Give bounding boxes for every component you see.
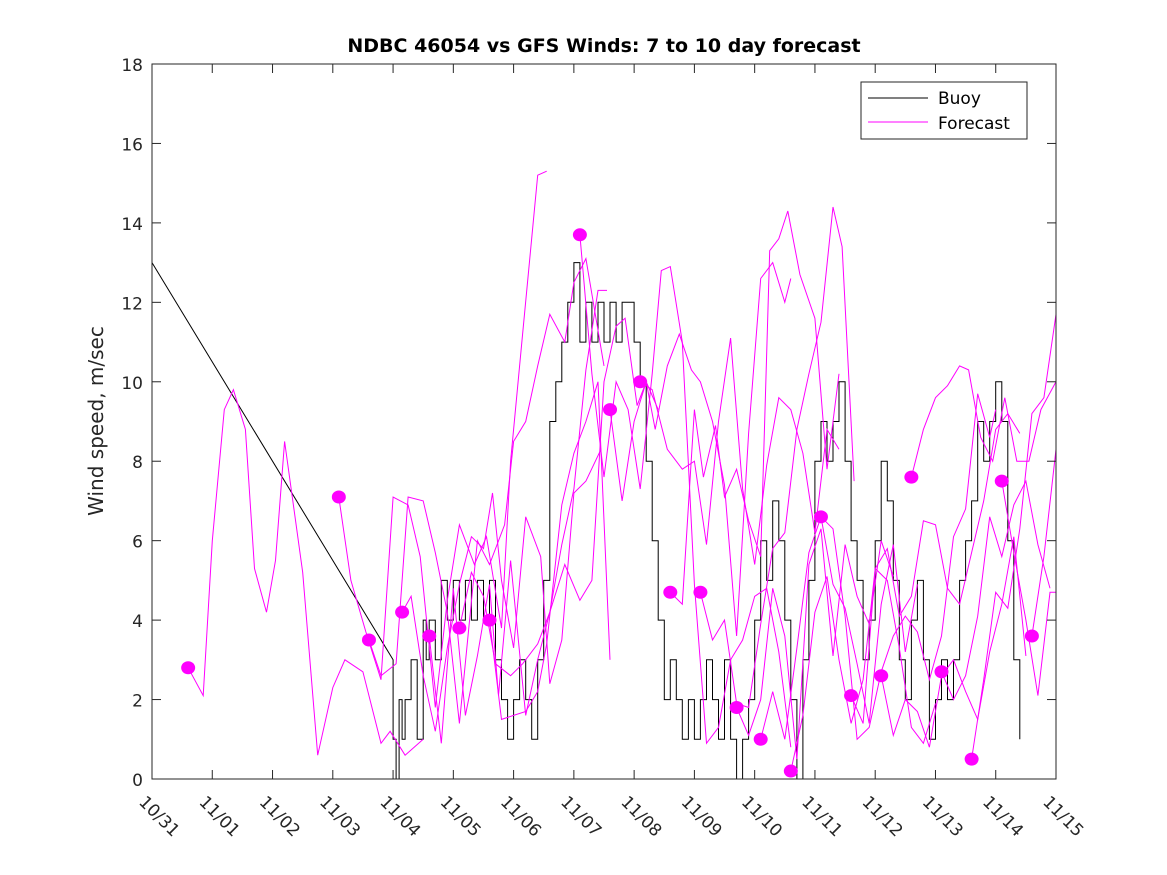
y-tick-label: 12 (121, 294, 143, 314)
x-tick-label: 11/04 (376, 792, 425, 841)
forecast-series-line (428, 289, 607, 744)
y-tick-label: 16 (121, 135, 143, 155)
forecast-start-point (361, 633, 376, 647)
forecast-start-point (633, 375, 648, 389)
forecast-start-point (452, 621, 467, 635)
forecast-start-point (572, 228, 587, 242)
axes-box (151, 63, 1057, 780)
forecast-start-point (844, 689, 859, 703)
y-tick-label: 6 (132, 533, 143, 553)
forecast-start-point (934, 665, 949, 679)
forecast-start-point (693, 585, 708, 599)
forecast-start-point (994, 474, 1009, 488)
forecast-series-line (941, 479, 1051, 701)
y-axis-label: Wind speed, m/sec (84, 326, 108, 516)
x-tick-label: 11/06 (496, 792, 545, 841)
forecast-start-point (874, 669, 889, 683)
forecast-series-line (971, 314, 1057, 760)
forecast-series-line (401, 449, 602, 732)
x-tick-label: 11/08 (617, 792, 666, 841)
x-tick-label: 11/12 (858, 792, 907, 841)
chart-title: NDBC 46054 vs GFS Winds: 7 to 10 day for… (347, 35, 860, 57)
forecast-series-line (579, 234, 792, 748)
y-tick-label: 14 (121, 215, 143, 235)
forecast-start-point (783, 764, 798, 778)
forecast-series-line (639, 338, 840, 565)
forecast-start-point (482, 613, 497, 627)
buoy-series-line (151, 262, 1021, 780)
forecast-series-line (368, 257, 605, 724)
forecast-series-line (736, 528, 894, 760)
y-tick-label: 0 (132, 771, 143, 791)
forecast-series-line (338, 170, 547, 708)
forecast-start-point (603, 403, 618, 417)
x-tick-label: 11/10 (737, 792, 786, 841)
y-tick-label: 2 (132, 692, 143, 712)
x-tick-label: 11/11 (797, 792, 846, 841)
forecast-start-point (422, 629, 437, 643)
x-tick-label: 11/09 (677, 792, 726, 841)
x-tick-label: 10/31 (134, 792, 183, 841)
forecast-series-line (850, 412, 1021, 724)
forecast-start-point (964, 752, 979, 766)
forecast-series-line (609, 261, 792, 637)
x-tick-label: 11/13 (918, 792, 967, 841)
forecast-start-point (663, 585, 678, 599)
plot-area (151, 170, 1057, 780)
legend-box (860, 81, 1028, 140)
forecast-start-point (813, 510, 828, 524)
forecast-series-line (699, 206, 855, 709)
forecast-series-line (790, 567, 936, 772)
forecast-series-line (820, 393, 997, 741)
x-tick-label: 11/14 (978, 792, 1027, 841)
x-tick-label: 11/05 (436, 792, 485, 841)
forecast-series-line (458, 317, 659, 677)
x-tick-label: 11/02 (255, 792, 304, 841)
x-tick-label: 11/01 (195, 792, 244, 841)
forecast-series-line (187, 388, 424, 756)
forecast-start-point (181, 661, 196, 675)
forecast-series-line (1031, 449, 1057, 637)
forecast-series-line (880, 536, 1027, 748)
forecast-series-line (1001, 481, 1056, 696)
forecast-series-line (910, 365, 1057, 478)
forecast-start-point (331, 490, 346, 504)
forecast-start-point (729, 701, 744, 714)
x-tick-label: 11/03 (315, 792, 364, 841)
y-tick-label: 10 (121, 374, 143, 394)
x-tick-label: 11/07 (556, 792, 605, 841)
legend-forecast-label: Forecast (938, 114, 1010, 134)
legend-buoy-label: Buoy (938, 89, 981, 109)
x-tick-label: 11/15 (1038, 792, 1087, 841)
forecast-start-point (904, 470, 919, 484)
axis-ticks: 0 2 4 6 8 10 12 14 16 18 10/31 11/01 11/02 11/03 11/04… (121, 56, 1087, 841)
forecast-series-line (669, 210, 840, 606)
forecast-start-point (753, 732, 768, 746)
y-tick-label: 8 (132, 453, 143, 473)
forecast-start-point (1024, 629, 1039, 643)
y-tick-label: 4 (132, 612, 143, 632)
y-tick-label: 18 (121, 56, 143, 76)
legend: Buoy Forecast (860, 81, 1028, 140)
forecast-series-line (489, 381, 611, 721)
forecast-series-line (760, 516, 918, 740)
forecast-start-point (395, 605, 410, 619)
